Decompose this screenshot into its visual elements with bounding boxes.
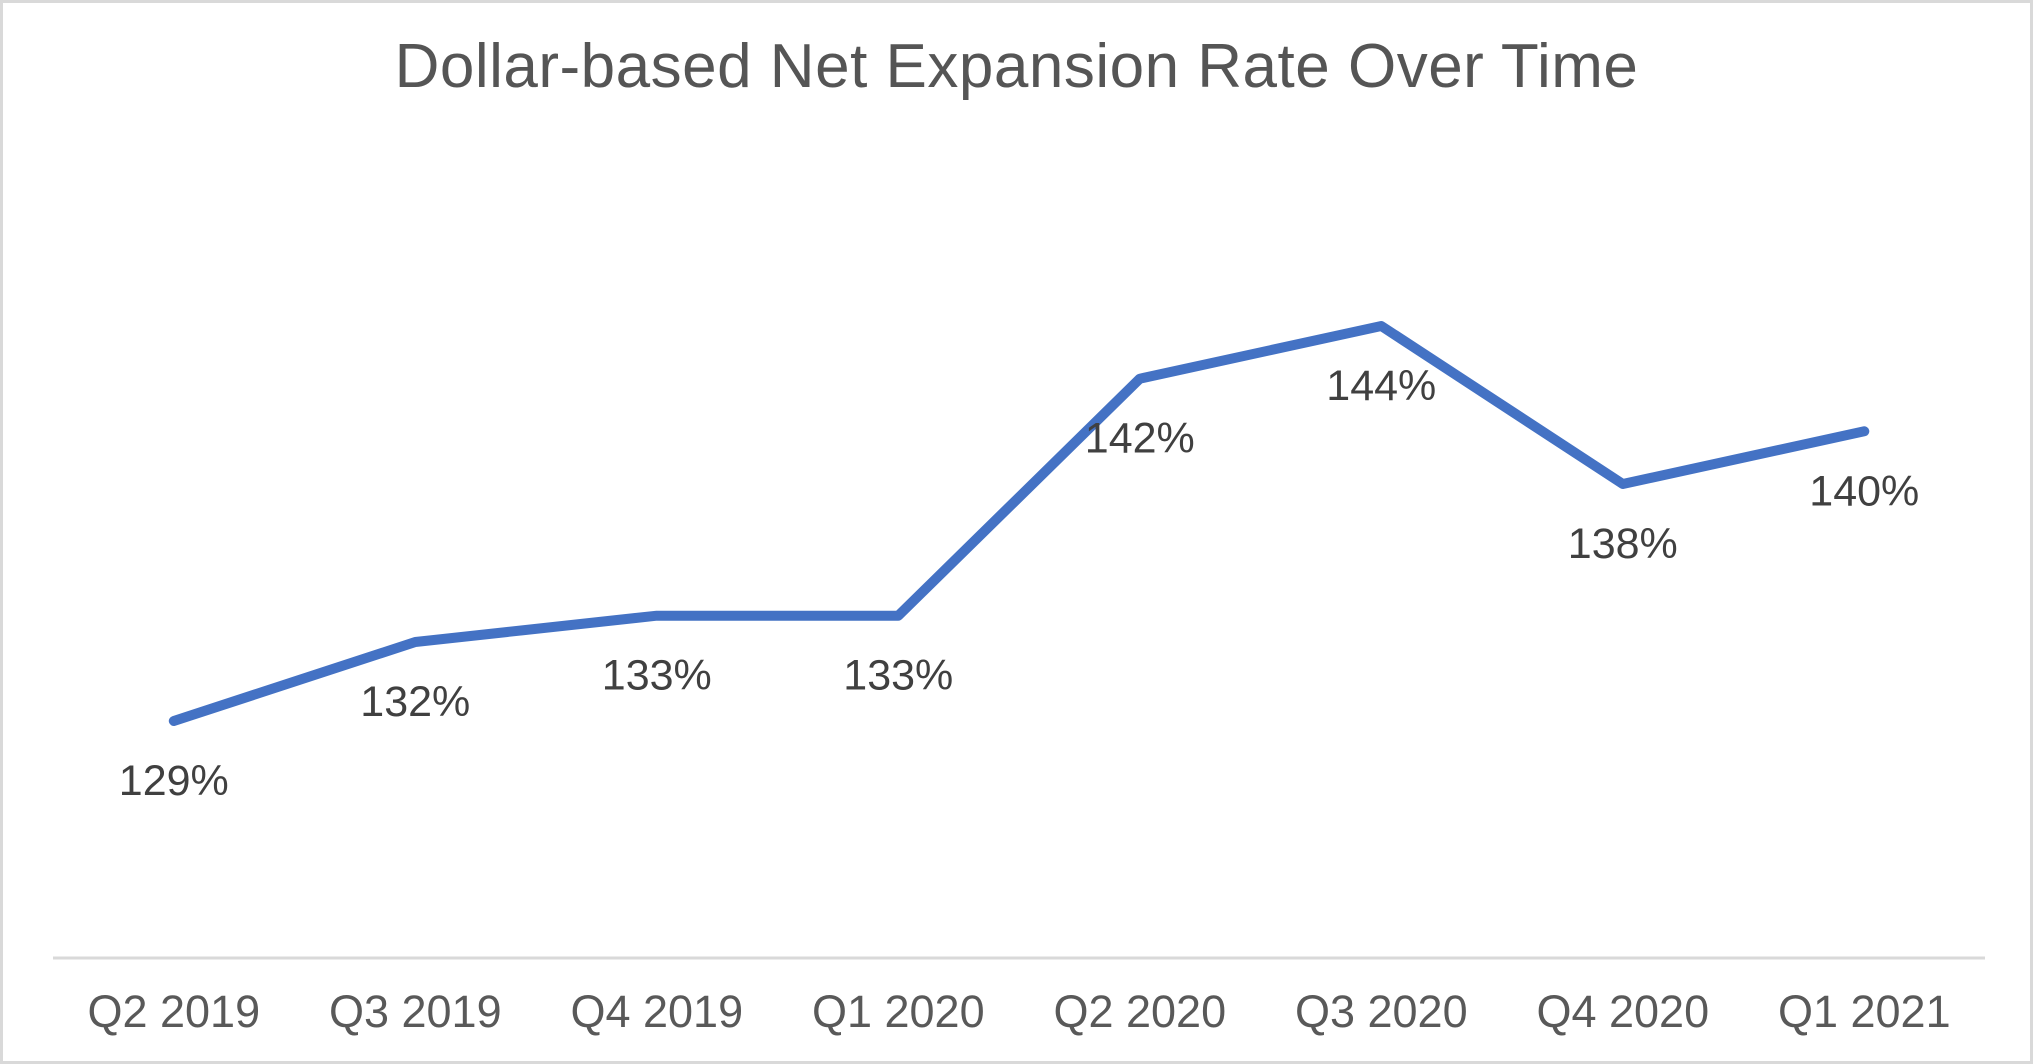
x-tick-label: Q2 2020 bbox=[1053, 986, 1226, 1037]
data-label: 142% bbox=[1085, 415, 1195, 463]
data-label: 133% bbox=[602, 652, 712, 700]
x-tick-label: Q4 2019 bbox=[570, 986, 743, 1037]
data-label: 144% bbox=[1326, 362, 1436, 410]
series-line bbox=[168, 321, 1870, 726]
data-label: 133% bbox=[843, 652, 953, 700]
x-tick-label: Q3 2020 bbox=[1295, 986, 1468, 1037]
x-tick-label: Q4 2020 bbox=[1536, 986, 1709, 1037]
data-label: 138% bbox=[1568, 520, 1678, 568]
chart-title: Dollar-based Net Expansion Rate Over Tim… bbox=[394, 32, 1639, 101]
line-chart-plot-area: 129% 132% 133% 133% 142% 144% 138% 140% Q2 2019 Q… bbox=[53, 321, 1985, 1037]
x-tick-label: Q2 2019 bbox=[87, 986, 260, 1037]
data-label: 129% bbox=[119, 757, 229, 805]
data-label: 140% bbox=[1809, 467, 1919, 515]
x-tick-label: Q3 2019 bbox=[329, 986, 502, 1037]
x-tick-label: Q1 2021 bbox=[1778, 986, 1951, 1037]
data-label: 132% bbox=[360, 678, 470, 726]
x-tick-label: Q1 2020 bbox=[812, 986, 985, 1037]
